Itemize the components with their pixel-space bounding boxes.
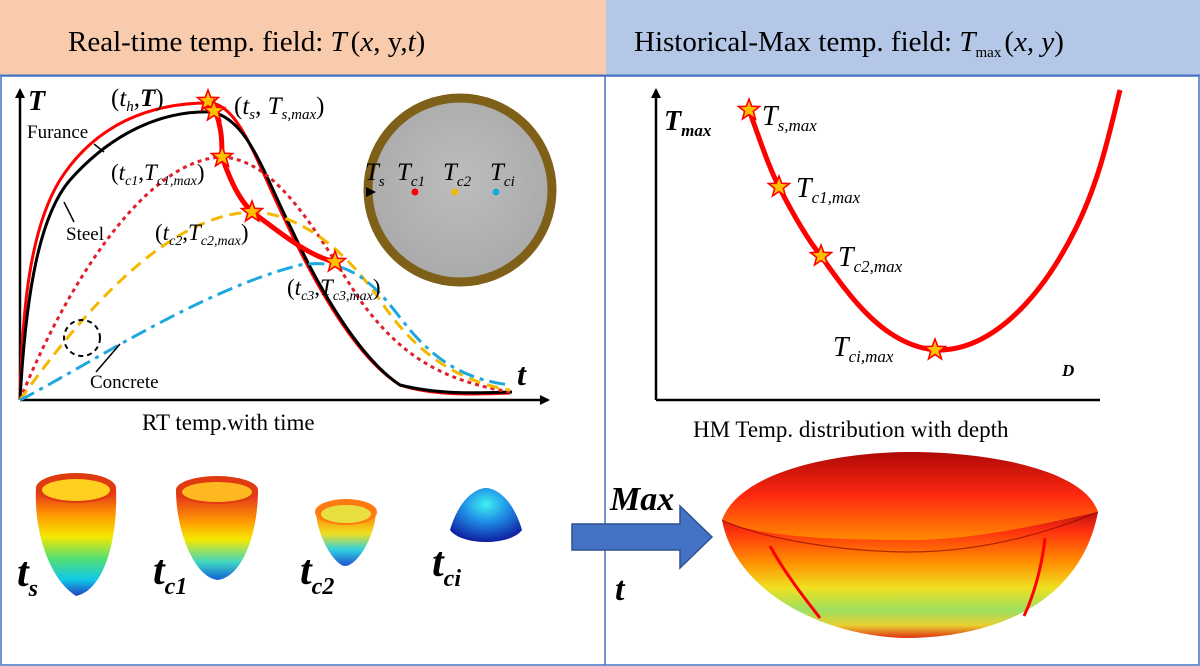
cs-label-tc2: Tc2 bbox=[443, 159, 472, 190]
star-hm-s bbox=[736, 96, 762, 121]
shape-ts bbox=[35, 473, 117, 596]
hm-label-c1: Tc1,max bbox=[796, 173, 861, 207]
shapes-row: ts tc1 tc2 tci bbox=[17, 473, 522, 602]
header-right-title: Historical-Max temp. field: Tmax (x, y) bbox=[634, 26, 1064, 61]
shape-tci bbox=[450, 488, 522, 542]
label-tc2: (tc2,Tc2,max) bbox=[155, 220, 249, 249]
max-temperature-path bbox=[209, 101, 336, 265]
label-furnace: Furance bbox=[27, 122, 88, 143]
header-right-bg bbox=[606, 0, 1200, 75]
shape-label-tc2: tc2 bbox=[300, 548, 334, 600]
arrow-label-bottom: t bbox=[615, 571, 626, 608]
dot-ci bbox=[492, 188, 500, 196]
shape-label-tc1: tc1 bbox=[153, 548, 187, 600]
left-xlabel: t bbox=[517, 356, 527, 392]
label-steel: Steel bbox=[66, 224, 104, 245]
right-xlabel: D bbox=[1061, 361, 1074, 380]
label-ts: (ts, Ts,max) bbox=[234, 93, 324, 123]
cs-label-ts: Ts bbox=[365, 159, 385, 190]
star-hm-c1 bbox=[766, 173, 792, 198]
cross-section: Ts Tc1 Tc2 Tci bbox=[363, 93, 557, 287]
arrow-label-top: Max bbox=[609, 481, 674, 518]
star-ts bbox=[201, 97, 227, 122]
max-bowl bbox=[721, 452, 1099, 638]
steel-curve bbox=[18, 110, 513, 401]
dot-c1 bbox=[411, 188, 419, 196]
left-chart: T t (th,T) (ts, Ts,max) (tc1,Tc1,max) (t… bbox=[15, 85, 550, 435]
hm-label-s: Ts,max bbox=[762, 101, 817, 135]
right-caption: HM Temp. distribution with depth bbox=[693, 417, 1009, 442]
concrete-ci-curve bbox=[19, 262, 511, 402]
hm-label-ci: Tci,max bbox=[833, 332, 894, 366]
cross-section-disc bbox=[363, 93, 557, 287]
shape-label-tci: tci bbox=[432, 540, 461, 592]
hm-label-c2: Tc2,max bbox=[838, 242, 903, 276]
ts-pointer-icon bbox=[366, 187, 376, 197]
concrete-highlight-circle bbox=[63, 319, 101, 357]
label-tc1: (tc1,Tc1,max) bbox=[111, 160, 205, 189]
shape-label-ts: ts bbox=[17, 550, 38, 602]
concrete-c2-curve bbox=[18, 210, 511, 401]
max-arrow: Max t bbox=[571, 481, 714, 608]
header-left-bg bbox=[0, 0, 606, 75]
right-ylabel: Tmax bbox=[664, 106, 712, 140]
cs-label-tc1: Tc1 bbox=[397, 159, 425, 190]
right-chart: Tmax D Ts,max Tc1,max Tc2,max Tci,max HM… bbox=[651, 88, 1123, 442]
star-tc2 bbox=[239, 198, 265, 223]
star-th bbox=[195, 87, 221, 112]
left-caption: RT temp.with time bbox=[142, 410, 315, 435]
star-hm-ci bbox=[922, 336, 948, 361]
left-ylabel: T bbox=[28, 86, 47, 117]
cs-label-tci: Tci bbox=[490, 159, 515, 190]
shape-tc2 bbox=[315, 499, 377, 566]
concrete-c1-curve bbox=[18, 155, 511, 401]
header-left-title: Real-time temp. field: T (x, y,t) bbox=[68, 26, 425, 58]
dot-c2 bbox=[451, 188, 459, 196]
star-hm-c2 bbox=[808, 242, 834, 267]
label-concrete: Concrete bbox=[90, 372, 159, 393]
star-tc1 bbox=[209, 143, 235, 168]
label-tc3: (tc3,Tc3,max) bbox=[287, 275, 381, 304]
shape-tc1 bbox=[176, 476, 258, 580]
label-th: (th,T) bbox=[111, 85, 164, 115]
star-tc3 bbox=[322, 248, 348, 273]
